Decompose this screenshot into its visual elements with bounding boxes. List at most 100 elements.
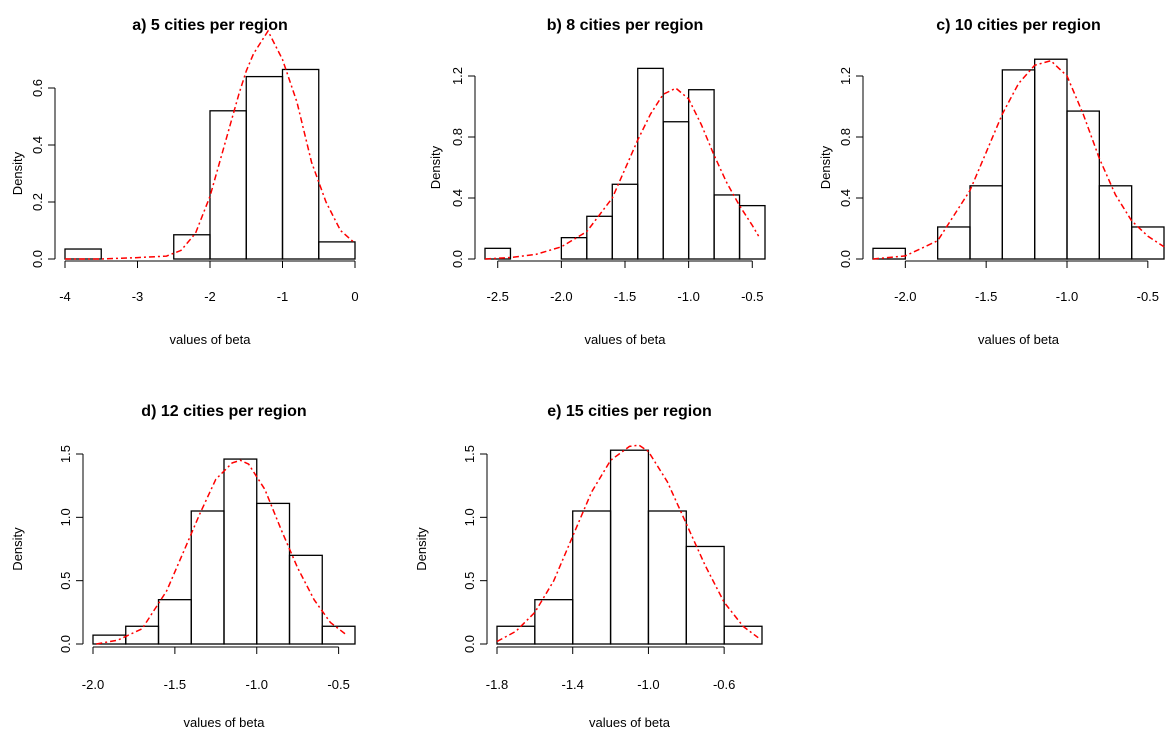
density-curve <box>96 459 348 645</box>
histogram-bar <box>209 110 247 260</box>
y-tick-label: 1.2 <box>450 67 465 85</box>
density-curve <box>872 59 1165 260</box>
histogram-bar <box>223 458 258 645</box>
x-axis-label: values of beta <box>978 332 1060 347</box>
histogram-bar <box>1034 58 1068 260</box>
x-axis-label: values of beta <box>589 715 671 730</box>
histogram-bar <box>321 625 356 645</box>
histogram-panel-3: c) 10 cities per region -2.0 -1.5 -1.0 -0.5 0… <box>818 17 1165 347</box>
y-tick-label: 0.2 <box>30 193 45 211</box>
histogram-bar <box>723 625 763 645</box>
histogram-bar <box>245 75 284 260</box>
x-tick-label: -2 <box>204 289 216 304</box>
histogram-bar <box>288 554 323 645</box>
y-tick-label: 0.8 <box>450 128 465 146</box>
chart-title: b) 8 cities per region <box>547 17 703 34</box>
x-tick-label: -0.5 <box>741 289 763 304</box>
histogram-bar <box>256 502 291 645</box>
y-tick-label: 0.0 <box>450 250 465 268</box>
y-axis-label: Density <box>818 145 833 189</box>
y-tick-label: 0.5 <box>462 572 477 590</box>
histogram-bar <box>560 236 588 260</box>
x-tick-label: -0.5 <box>327 677 349 692</box>
x-axis-label: values of beta <box>170 332 252 347</box>
histogram-bar <box>1066 110 1100 260</box>
x-tick-label: -0.6 <box>713 677 735 692</box>
y-axis-label: Density <box>10 527 25 571</box>
histogram-bar <box>1098 185 1133 260</box>
x-tick-label: -2.0 <box>894 289 916 304</box>
density-curve <box>484 87 760 260</box>
histogram-panel-5: e) 15 cities per region -1.8 -1.4 -1.0 -0.6 0… <box>414 403 763 730</box>
histogram-bar <box>496 625 536 645</box>
x-tick-label: -1.5 <box>975 289 997 304</box>
x-tick-label: -4 <box>59 289 71 304</box>
y-tick-label: 1.5 <box>58 445 73 463</box>
histogram-bar <box>157 599 192 645</box>
histogram-bar <box>572 510 612 645</box>
histogram-bar <box>872 247 906 260</box>
histogram-bar <box>281 68 320 260</box>
histogram-bar <box>611 183 639 260</box>
histogram-bar <box>713 194 741 260</box>
density-curve <box>496 444 759 643</box>
histogram-panel-1: a) 5 cities per region -4 -3 -2 -1 0 0.0 0.2 0.4… <box>10 17 359 347</box>
histogram-bar <box>662 121 690 260</box>
y-tick-label: 0.6 <box>30 79 45 97</box>
x-tick-label: -1.0 <box>1056 289 1078 304</box>
y-axis-label: Density <box>10 151 25 195</box>
x-tick-label: -1.0 <box>637 677 659 692</box>
histogram-bar <box>1131 226 1165 260</box>
x-tick-label: -1.5 <box>164 677 186 692</box>
x-tick-label: -1.8 <box>486 677 508 692</box>
histogram-bar <box>1001 69 1036 260</box>
x-tick-label: -1.0 <box>677 289 699 304</box>
x-axis-label: values of beta <box>585 332 667 347</box>
x-tick-label: -1.4 <box>562 677 584 692</box>
histogram-bar <box>685 545 725 645</box>
x-tick-label: -1.0 <box>246 677 268 692</box>
x-tick-label: -2.0 <box>550 289 572 304</box>
histogram-panel-2: b) 8 cities per region -2.5 -2.0 -1.5 -1.0 -0… <box>428 17 766 347</box>
y-tick-label: 0.0 <box>462 635 477 653</box>
y-tick-label: 1.0 <box>462 508 477 526</box>
y-tick-label: 0.0 <box>58 635 73 653</box>
y-tick-label: 0.5 <box>58 572 73 590</box>
y-tick-label: 0.8 <box>838 128 853 146</box>
y-tick-label: 0.0 <box>30 250 45 268</box>
histogram-bar <box>937 226 971 260</box>
x-tick-label: 0 <box>351 289 358 304</box>
histogram-bar <box>318 241 356 260</box>
y-tick-label: 1.2 <box>838 67 853 85</box>
x-axis-label: values of beta <box>184 715 266 730</box>
y-tick-label: 0.4 <box>838 189 853 207</box>
x-tick-label: -2.0 <box>82 677 104 692</box>
y-tick-label: 0.4 <box>30 136 45 154</box>
y-axis-label: Density <box>428 145 443 189</box>
x-tick-label: -1 <box>277 289 289 304</box>
histogram-panel-4: d) 12 cities per region -2.0 -1.5 -1.0 -0.5 0… <box>10 403 356 730</box>
histogram-bar <box>609 449 650 645</box>
histogram-bar <box>738 204 766 260</box>
y-tick-label: 0.0 <box>838 250 853 268</box>
histogram-bar <box>647 510 687 645</box>
y-tick-label: 1.5 <box>462 445 477 463</box>
histogram-bar <box>969 185 1003 260</box>
x-tick-label: -0.5 <box>1137 289 1159 304</box>
histogram-bar <box>173 234 211 260</box>
x-tick-label: -2.5 <box>487 289 509 304</box>
histogram-bar <box>586 215 613 260</box>
chart-title: e) 15 cities per region <box>547 403 712 420</box>
density-curve <box>65 29 356 260</box>
histogram-bar <box>190 510 225 645</box>
y-tick-label: 1.0 <box>58 508 73 526</box>
histogram-bar <box>534 599 574 645</box>
y-axis-label: Density <box>414 527 429 571</box>
chart-title: d) 12 cities per region <box>141 403 306 420</box>
histogram-bar <box>92 634 127 645</box>
histogram-bar <box>484 247 512 260</box>
chart-title: a) 5 cities per region <box>132 17 288 34</box>
histogram-bar <box>637 67 664 260</box>
histogram-bar <box>687 89 715 260</box>
